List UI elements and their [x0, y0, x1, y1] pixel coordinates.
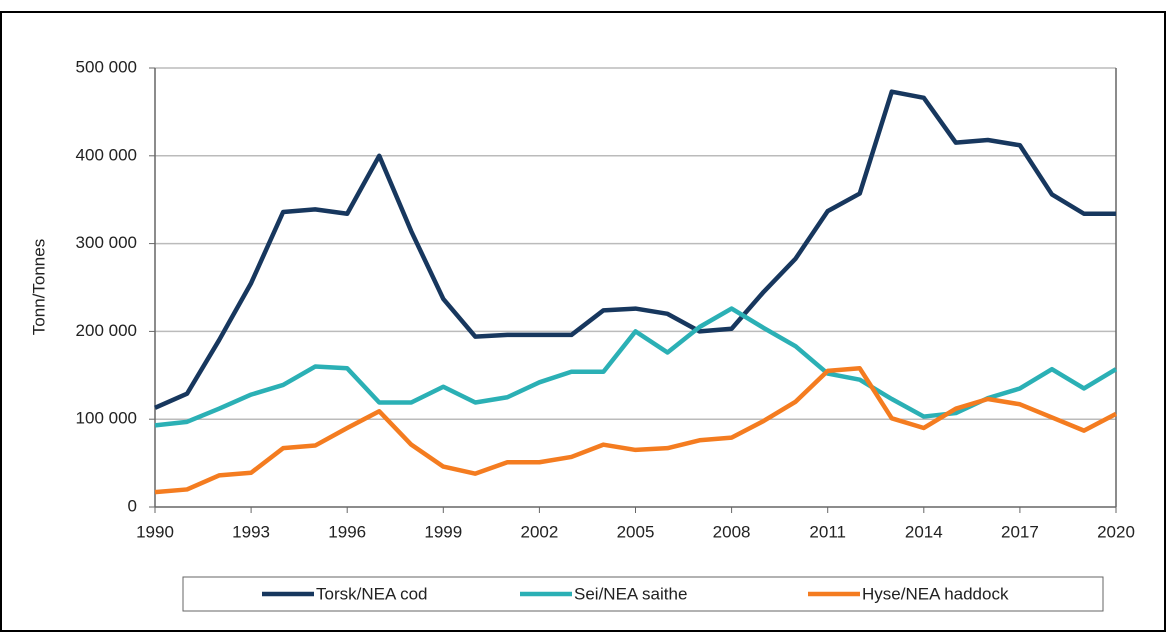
y-tick-label: 500 000	[76, 57, 137, 76]
x-tick-label: 1996	[328, 522, 366, 541]
x-tick-label: 1990	[136, 522, 174, 541]
y-tick-label: 200 000	[76, 321, 137, 340]
x-tick-label: 2002	[520, 522, 558, 541]
x-tick-label: 2008	[713, 522, 751, 541]
data-line	[154, 306, 1118, 428]
data-line	[154, 366, 1118, 495]
x-tick-label: 2017	[1001, 522, 1039, 541]
y-tick-label: 300 000	[76, 233, 137, 252]
x-tick-label: 2014	[905, 522, 943, 541]
y-tick-label: 400 000	[76, 145, 137, 164]
x-tick-label: 1993	[232, 522, 270, 541]
x-tick-label: 1999	[424, 522, 462, 541]
x-tick-label: 2020	[1097, 522, 1135, 541]
data-line	[154, 89, 1116, 410]
y-tick-label: 100 000	[76, 409, 137, 428]
y-tick-label: 0	[128, 496, 137, 515]
y-axis-label: Tonn/Tonnes	[29, 239, 48, 335]
x-tick-label: 2005	[617, 522, 655, 541]
chart-border	[0, 11, 1166, 632]
legend-label: Torsk/NEA cod	[316, 584, 428, 603]
x-tick-label: 2011	[809, 522, 846, 541]
legend-label: Sei/NEA saithe	[574, 584, 687, 603]
legend-box	[182, 576, 1104, 612]
legend-label: Hyse/NEA haddock	[862, 584, 1009, 603]
